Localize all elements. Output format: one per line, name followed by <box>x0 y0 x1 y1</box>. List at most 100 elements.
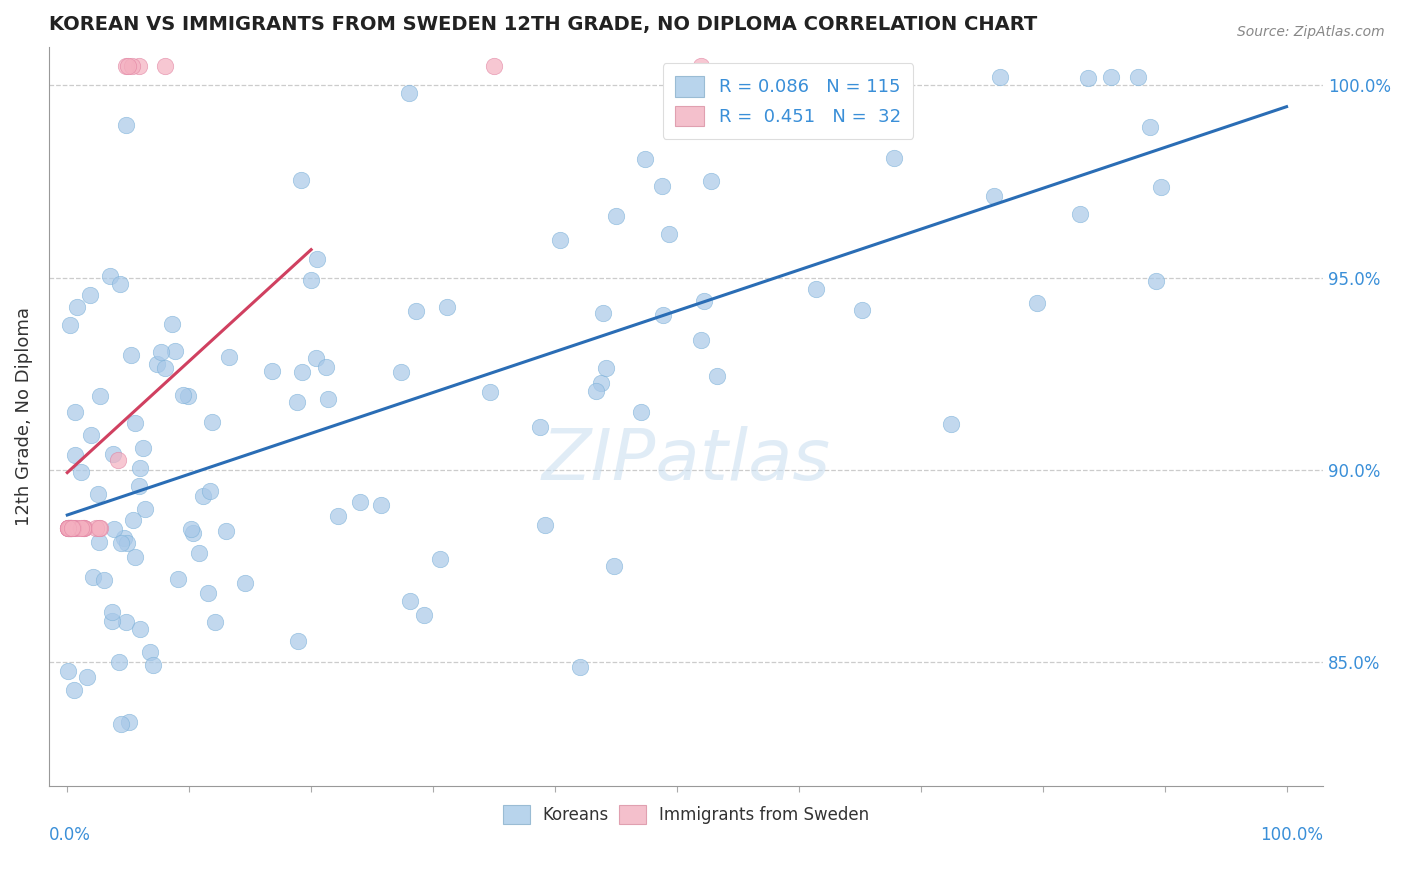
Point <box>72 521 94 535</box>
Point <box>398 86 420 100</box>
Point <box>134 501 156 516</box>
Point <box>1099 70 1122 85</box>
Point <box>58 521 80 535</box>
Point <box>658 227 681 242</box>
Point <box>204 615 226 629</box>
Point <box>585 384 607 399</box>
Point <box>108 656 131 670</box>
Point <box>399 593 422 607</box>
Point <box>191 489 214 503</box>
Point <box>318 392 340 407</box>
Point <box>128 59 150 73</box>
Point <box>305 252 328 266</box>
Point <box>58 521 80 535</box>
Point <box>533 518 555 533</box>
Point <box>482 59 505 73</box>
Point <box>58 521 80 535</box>
Point <box>634 152 657 166</box>
Point <box>124 550 146 565</box>
Point <box>142 658 165 673</box>
Point <box>59 318 82 332</box>
Point <box>851 302 873 317</box>
Point <box>370 498 392 512</box>
Point <box>891 70 914 85</box>
Point <box>181 525 204 540</box>
Point <box>66 521 89 535</box>
Point <box>128 461 150 475</box>
Point <box>180 522 202 536</box>
Point <box>98 268 121 283</box>
Point <box>118 715 141 730</box>
Point <box>291 365 314 379</box>
Point <box>59 521 82 535</box>
Point <box>139 645 162 659</box>
Point <box>436 300 458 314</box>
Point <box>128 479 150 493</box>
Point <box>595 361 617 376</box>
Point <box>188 546 211 560</box>
Point <box>939 417 962 431</box>
Text: 100.0%: 100.0% <box>1260 826 1323 844</box>
Point <box>101 605 124 619</box>
Point <box>699 173 721 187</box>
Point <box>1077 71 1099 86</box>
Point <box>153 59 176 73</box>
Point <box>59 521 82 535</box>
Point <box>60 521 83 535</box>
Point <box>349 495 371 509</box>
Point <box>198 484 221 499</box>
Point <box>79 288 101 302</box>
Point <box>1025 296 1047 310</box>
Point <box>101 447 124 461</box>
Point <box>121 59 143 73</box>
Point <box>59 521 82 535</box>
Point <box>218 350 240 364</box>
Point <box>630 405 652 419</box>
Point <box>160 317 183 331</box>
Point <box>260 364 283 378</box>
Point <box>73 521 96 535</box>
Point <box>87 521 110 535</box>
Point <box>110 717 132 731</box>
Legend: Koreans, Immigrants from Sweden: Koreans, Immigrants from Sweden <box>495 797 877 832</box>
Point <box>689 334 711 348</box>
Point <box>120 348 142 362</box>
Point <box>146 358 169 372</box>
Point <box>149 344 172 359</box>
Point <box>233 576 256 591</box>
Point <box>1150 179 1173 194</box>
Point <box>290 173 312 187</box>
Point <box>70 521 93 535</box>
Point <box>1139 120 1161 135</box>
Point <box>165 343 187 358</box>
Point <box>84 521 107 535</box>
Point <box>690 59 713 73</box>
Point <box>285 395 308 409</box>
Point <box>693 293 716 308</box>
Point <box>115 59 138 73</box>
Point <box>883 151 905 165</box>
Point <box>651 309 673 323</box>
Point <box>89 521 111 535</box>
Point <box>988 70 1011 85</box>
Point <box>155 360 177 375</box>
Point <box>172 388 194 402</box>
Point <box>287 634 309 648</box>
Point <box>569 660 592 674</box>
Point <box>100 614 122 628</box>
Point <box>478 385 501 400</box>
Point <box>391 365 413 379</box>
Point <box>58 664 80 678</box>
Point <box>605 210 627 224</box>
Point <box>201 415 224 429</box>
Point <box>63 405 86 419</box>
Point <box>589 376 612 391</box>
Point <box>856 70 879 85</box>
Point <box>315 359 337 374</box>
Point <box>124 416 146 430</box>
Point <box>1126 70 1149 85</box>
Text: Source: ZipAtlas.com: Source: ZipAtlas.com <box>1237 25 1385 39</box>
Point <box>59 521 82 535</box>
Point <box>60 521 83 535</box>
Point <box>70 465 93 479</box>
